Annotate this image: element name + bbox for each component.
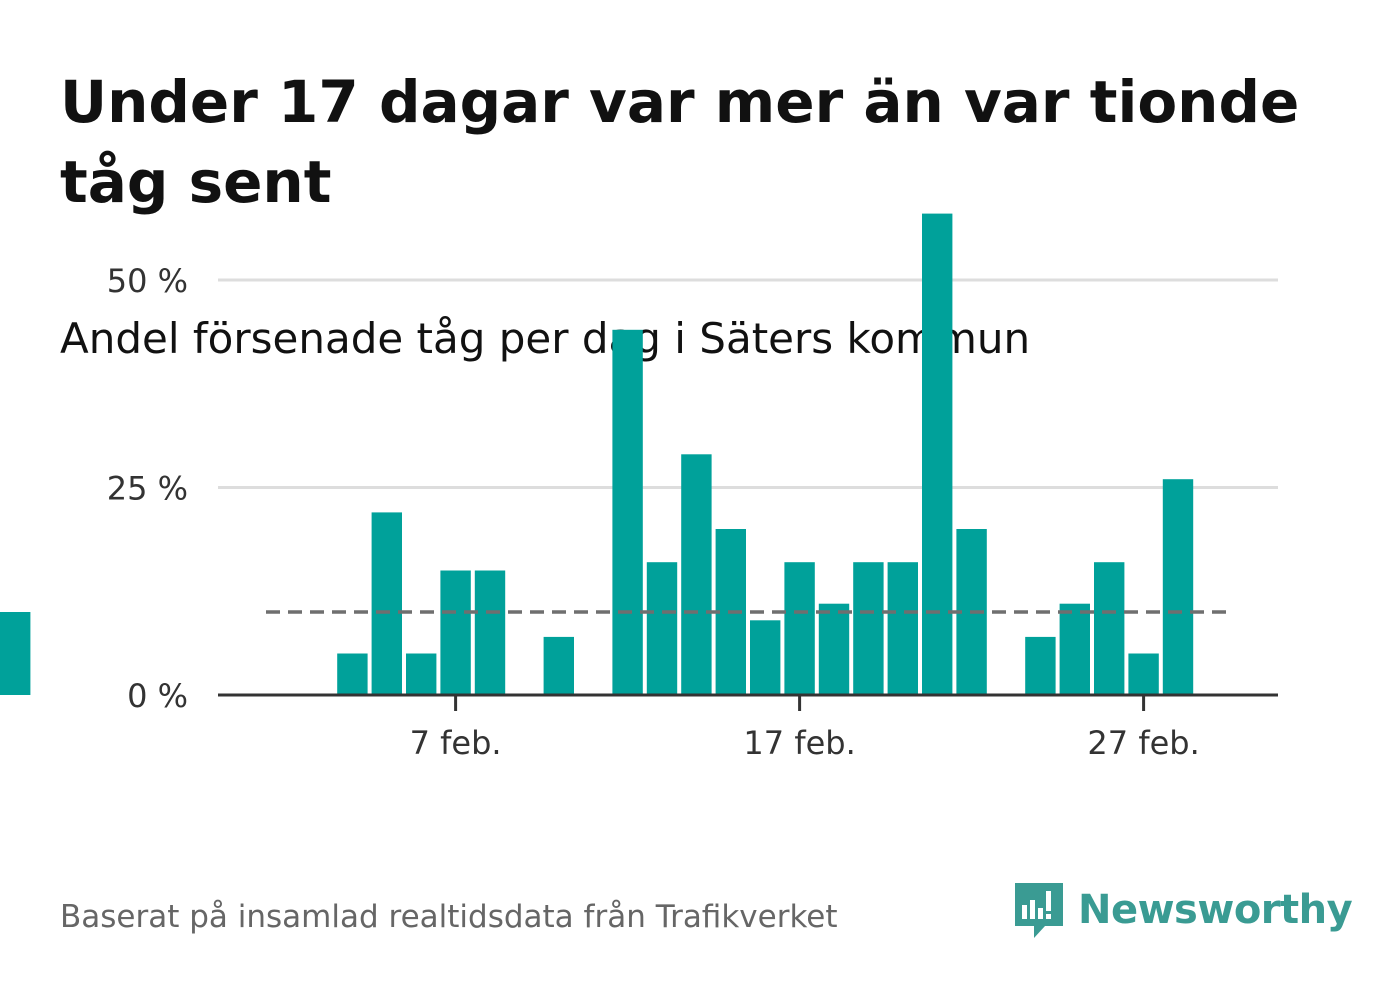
bar-feb-undefined bbox=[0, 612, 31, 695]
x-tick-label: 17 feb. bbox=[743, 724, 855, 762]
y-tick-label: 50 % bbox=[107, 262, 188, 300]
bar-feb-24 bbox=[1025, 636, 1056, 695]
bar-feb-7 bbox=[440, 570, 471, 695]
brand-name: Newsworthy bbox=[1078, 887, 1353, 933]
bar-feb-8 bbox=[474, 570, 506, 695]
bar-feb-27 bbox=[1128, 653, 1159, 695]
bars bbox=[0, 213, 1194, 695]
bar-feb-5 bbox=[371, 512, 402, 695]
axes: 0 % 25 % 50 % 7 feb. 17 feb. 27 feb. bbox=[107, 262, 1278, 762]
bar-feb-19 bbox=[853, 562, 884, 695]
x-tick-label: 7 feb. bbox=[410, 724, 502, 762]
bar-feb-16 bbox=[750, 620, 781, 695]
x-tick-label: 27 feb. bbox=[1087, 724, 1199, 762]
bar-feb-28 bbox=[1162, 479, 1194, 695]
bar-feb-6 bbox=[406, 653, 437, 695]
bar-feb-17 bbox=[784, 562, 815, 695]
y-tick-label: 25 % bbox=[107, 470, 188, 508]
bar-feb-10 bbox=[543, 636, 574, 695]
source-note: Baserat på insamlad realtidsdata från Tr… bbox=[60, 899, 838, 935]
bar-feb-13 bbox=[646, 562, 678, 695]
bar-feb-20 bbox=[887, 562, 918, 695]
bar-feb-14 bbox=[681, 454, 712, 695]
chart-title: Under 17 dagar var mer än var tionde tåg… bbox=[60, 68, 1300, 216]
bar-feb-4 bbox=[337, 653, 368, 695]
brand-logo: Newsworthy bbox=[1012, 880, 1353, 940]
y-tick-label: 0 % bbox=[127, 677, 188, 715]
bar-feb-12 bbox=[612, 329, 643, 695]
gridlines bbox=[218, 278, 1278, 489]
bar-feb-18 bbox=[818, 603, 850, 695]
bar-feb-25 bbox=[1059, 603, 1090, 695]
bar-feb-26 bbox=[1094, 562, 1125, 695]
bar-feb-21 bbox=[922, 213, 953, 695]
chart-subtitle: Andel försenade tåg per dag i Säters kom… bbox=[60, 314, 1031, 363]
newsworthy-logo-icon bbox=[1015, 883, 1063, 938]
